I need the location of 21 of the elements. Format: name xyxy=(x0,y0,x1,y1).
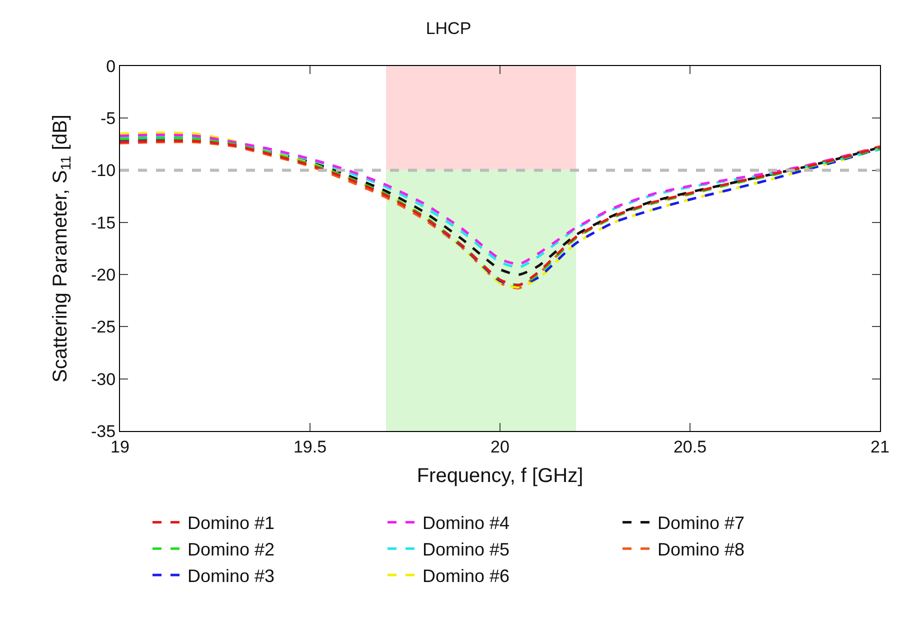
legend-label: Domino #5 xyxy=(422,540,510,560)
y-tick-label: -30 xyxy=(91,370,116,389)
legend-label: Domino #6 xyxy=(422,566,510,586)
y-tick-label: -25 xyxy=(91,318,116,337)
legend-label: Domino #4 xyxy=(422,513,510,534)
y-tick-label: 0 xyxy=(106,56,116,76)
legend-label: Domino #1 xyxy=(188,513,275,534)
x-tick-label: 20 xyxy=(490,437,510,456)
legend-label: Domino #7 xyxy=(658,513,745,534)
x-tick-label: 21 xyxy=(870,437,890,456)
y-tick-label: -15 xyxy=(91,213,116,232)
legend-label: Domino #2 xyxy=(188,540,275,560)
legend-label: Domino #3 xyxy=(188,566,275,586)
x-tick-label: 20.5 xyxy=(673,437,707,456)
y-tick-label: -10 xyxy=(91,161,116,180)
legend-label: Domino #8 xyxy=(658,540,745,560)
chart-title: LHCP xyxy=(426,19,472,38)
x-axis-title: Frequency, f [GHz] xyxy=(416,464,584,487)
x-tick-label: 19.5 xyxy=(293,437,327,456)
y-tick-label: -20 xyxy=(91,266,116,285)
y-tick-label: -5 xyxy=(100,109,116,128)
